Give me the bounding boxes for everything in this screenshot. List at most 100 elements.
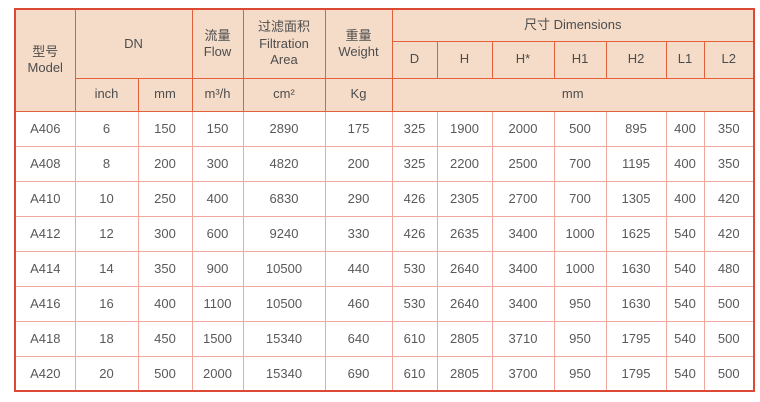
col-header-model: 型号 Model [14, 8, 76, 112]
model-label-zh: 型号 [32, 44, 59, 59]
value-cell: 6 [74, 110, 139, 147]
value-cell: 610 [391, 355, 438, 392]
value-cell: 15340 [242, 355, 326, 392]
value-cell: 2500 [491, 145, 555, 182]
value-cell: 500 [703, 355, 755, 392]
value-cell: 2805 [436, 355, 493, 392]
table-row: A416 16 400 1100 10500 460 530 2640 3400 950 1630 5… [14, 285, 755, 322]
value-cell: 200 [324, 145, 393, 182]
dim-col-header-h2: H2 [605, 40, 667, 79]
value-cell: 200 [137, 145, 193, 182]
spec-table: 型号 Model DN 流量 Flow 过滤面积 Filtration Area… [14, 8, 755, 392]
col-header-filtration-area: 过滤面积 Filtration Area [242, 8, 326, 79]
model-label-en: Model [27, 60, 63, 76]
value-cell: 1000 [553, 250, 607, 287]
value-cell: 480 [703, 250, 755, 287]
value-cell: 895 [605, 110, 667, 147]
value-cell: 1100 [191, 285, 244, 322]
value-cell: 400 [191, 180, 244, 217]
value-cell: 250 [137, 180, 193, 217]
spec-table-container: 型号 Model DN 流量 Flow 过滤面积 Filtration Area… [14, 8, 755, 392]
value-cell: 2640 [436, 285, 493, 322]
col-header-dn: DN [74, 8, 193, 79]
value-cell: 900 [191, 250, 244, 287]
model-cell: A412 [14, 215, 76, 252]
value-cell: 420 [703, 215, 755, 252]
value-cell: 540 [665, 355, 705, 392]
dim-col-header-h: H [436, 40, 493, 79]
value-cell: 6830 [242, 180, 326, 217]
value-cell: 400 [665, 180, 705, 217]
col-header-flow: 流量 Flow [191, 8, 244, 79]
value-cell: 16 [74, 285, 139, 322]
value-cell: 1900 [436, 110, 493, 147]
unit-flow: m³/h [191, 77, 244, 112]
unit-mm: mm [137, 77, 193, 112]
model-cell: A414 [14, 250, 76, 287]
table-row: A412 12 300 600 9240 330 426 2635 3400 1000 1625 54… [14, 215, 755, 252]
value-cell: 540 [665, 320, 705, 357]
value-cell: 690 [324, 355, 393, 392]
value-cell: 12 [74, 215, 139, 252]
value-cell: 150 [191, 110, 244, 147]
value-cell: 350 [137, 250, 193, 287]
value-cell: 10500 [242, 250, 326, 287]
model-cell: A416 [14, 285, 76, 322]
dim-col-header-hstar: H* [491, 40, 555, 79]
unit-dimensions-mm: mm [391, 77, 755, 112]
value-cell: 15340 [242, 320, 326, 357]
value-cell: 700 [553, 180, 607, 217]
value-cell: 950 [553, 355, 607, 392]
value-cell: 300 [137, 215, 193, 252]
value-cell: 2200 [436, 145, 493, 182]
weight-label-en: Weight [338, 43, 379, 59]
table-row: A410 10 250 400 6830 290 426 2305 2700 700 1305 400… [14, 180, 755, 217]
unit-weight: Kg [324, 77, 393, 112]
header-row-3: inch mm m³/h cm² Kg mm [15, 77, 755, 112]
header-row-2: D H H* H1 H2 L1 L2 [15, 40, 755, 79]
value-cell: 540 [665, 250, 705, 287]
value-cell: 14 [74, 250, 139, 287]
value-cell: 530 [391, 285, 438, 322]
model-cell: A418 [14, 320, 76, 357]
unit-inch: inch [74, 77, 139, 112]
value-cell: 18 [74, 320, 139, 357]
flow-label-zh: 流量 [204, 27, 231, 43]
col-header-weight: 重量 Weight [324, 8, 393, 79]
value-cell: 2305 [436, 180, 493, 217]
value-cell: 1000 [553, 215, 607, 252]
value-cell: 2640 [436, 250, 493, 287]
value-cell: 3400 [491, 215, 555, 252]
value-cell: 640 [324, 320, 393, 357]
value-cell: 540 [665, 215, 705, 252]
model-cell: A420 [14, 355, 76, 392]
value-cell: 8 [74, 145, 139, 182]
value-cell: 1195 [605, 145, 667, 182]
filtration-label-zh: 过滤面积 [257, 19, 310, 35]
header-row-1: 型号 Model DN 流量 Flow 过滤面积 Filtration Area… [14, 8, 755, 112]
value-cell: 500 [553, 110, 607, 147]
unit-area: cm² [242, 77, 326, 112]
value-cell: 600 [191, 215, 244, 252]
value-cell: 330 [324, 215, 393, 252]
dim-col-header-l1: L1 [665, 40, 705, 79]
value-cell: 2700 [491, 180, 555, 217]
value-cell: 400 [665, 145, 705, 182]
value-cell: 9240 [242, 215, 326, 252]
value-cell: 440 [324, 250, 393, 287]
value-cell: 530 [391, 250, 438, 287]
dim-col-header-d: D [391, 40, 438, 79]
table-row: A414 14 350 900 10500 440 530 2640 3400 1000 1630 5… [14, 250, 755, 287]
value-cell: 500 [703, 285, 755, 322]
model-cell: A410 [14, 180, 76, 217]
value-cell: 426 [391, 215, 438, 252]
value-cell: 2635 [436, 215, 493, 252]
table-row: A408 8 200 300 4820 200 325 2200 2500 700 1195 400 3… [14, 145, 755, 182]
value-cell: 3700 [491, 355, 555, 392]
value-cell: 3710 [491, 320, 555, 357]
value-cell: 1625 [605, 215, 667, 252]
value-cell: 3400 [491, 285, 555, 322]
filtration-label-en: Filtration Area [259, 35, 309, 67]
value-cell: 1795 [605, 355, 667, 392]
value-cell: 400 [137, 285, 193, 322]
